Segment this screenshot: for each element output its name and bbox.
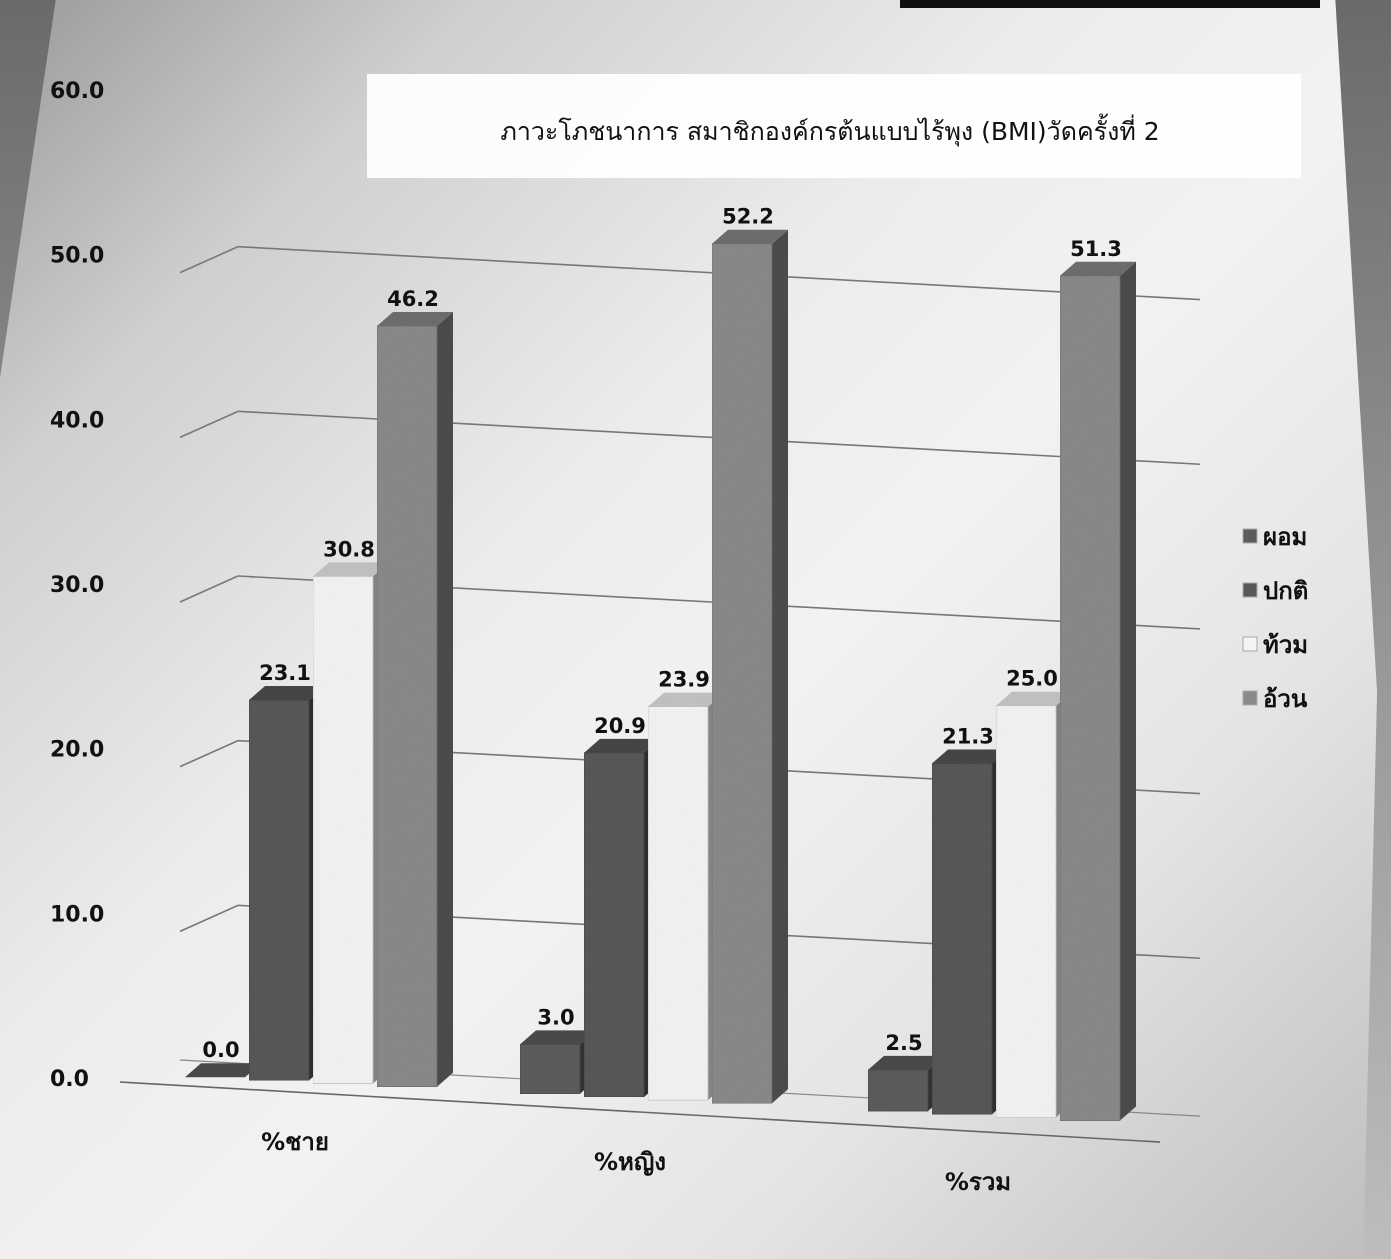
bar-side — [772, 229, 788, 1104]
bar-top — [712, 229, 788, 244]
gridline-depth — [179, 904, 239, 933]
chart-title: ภาวะโภชนาการ สมาชิกองค์กรต้นแบบไร้พุง (B… — [500, 113, 1159, 147]
data-label: 52.2 — [722, 205, 774, 229]
gridline-depth — [179, 739, 239, 768]
data-label: 3.0 — [537, 1005, 574, 1029]
data-label: 21.3 — [942, 724, 994, 748]
gridline-depth — [179, 575, 239, 603]
bar-top — [313, 562, 389, 577]
bar-front — [867, 1069, 929, 1112]
bar-top — [377, 311, 453, 326]
data-label: 30.8 — [323, 537, 375, 561]
x-axis-baseline — [119, 1081, 1161, 1143]
bar-front — [583, 752, 645, 1098]
bar-top — [648, 692, 724, 707]
y-tick-label: 50.0 — [50, 244, 104, 269]
bar-top — [996, 691, 1072, 706]
bar — [376, 311, 453, 1088]
data-label: 2.5 — [885, 1031, 922, 1055]
legend-label: ปกติ — [1263, 577, 1308, 605]
bars — [185, 229, 1136, 1121]
category-label: %ชาย — [261, 1128, 329, 1156]
data-labels: 0.0 23.1 30.8 46.2 3.0 20.9 23.9 52.2 2.5 21.3 25.… — [202, 205, 1122, 1062]
y-tick-label: 10.0 — [50, 902, 104, 927]
bar-front — [995, 705, 1057, 1118]
y-tick-labels: 0.0 10.0 20.0 30.0 40.0 50.0 60.0 — [50, 79, 104, 1092]
bar — [711, 229, 788, 1104]
bar-front — [248, 699, 310, 1081]
top-black-stripe — [900, 0, 1320, 8]
y-tick-label: 30.0 — [50, 573, 104, 598]
legend-label: ท้วม — [1263, 631, 1308, 659]
gridline-depth — [179, 245, 239, 274]
bar-side — [1120, 261, 1136, 1121]
legend-swatch — [1242, 690, 1258, 706]
y-tick-label: 20.0 — [50, 738, 104, 763]
legend-swatch — [1242, 528, 1258, 544]
bar-side — [437, 311, 453, 1087]
chart-title-box: ภาวะโภชนาการ สมาชิกองค์กรต้นแบบไร้พุง (B… — [367, 74, 1301, 178]
category-label: %รวม — [945, 1168, 1011, 1196]
bar — [185, 1063, 261, 1078]
bar-top — [249, 686, 325, 701]
bar-front — [312, 575, 374, 1084]
bar-front — [1059, 275, 1121, 1121]
data-label: 46.2 — [387, 287, 439, 311]
bar — [1059, 261, 1136, 1121]
legend-label: อ้วน — [1263, 685, 1308, 713]
legend-swatch — [1242, 636, 1258, 652]
bar-top — [520, 1030, 596, 1045]
bar-top — [868, 1055, 944, 1070]
bar-top — [584, 738, 660, 753]
bar-top — [932, 749, 1008, 764]
gridline-depth — [179, 410, 239, 439]
data-label: 20.9 — [594, 714, 646, 738]
bar-front — [711, 243, 773, 1104]
legend-swatch — [1242, 582, 1258, 598]
bar-top — [1060, 261, 1136, 276]
data-label: 51.3 — [1070, 237, 1122, 261]
y-tick-label: 40.0 — [50, 408, 104, 433]
data-label: 25.0 — [1006, 667, 1058, 691]
bar-top — [185, 1063, 261, 1078]
legend-label: ผอม — [1263, 523, 1307, 551]
bar-front — [519, 1044, 581, 1095]
category-labels: %ชาย %หญิง %รวม — [261, 1128, 1011, 1196]
title-box-background — [367, 74, 1301, 178]
y-tick-label: 0.0 — [50, 1067, 89, 1092]
data-label: 23.9 — [658, 668, 710, 692]
y-tick-label: 60.0 — [50, 79, 104, 104]
bar-front — [647, 706, 709, 1101]
bar-front — [376, 325, 438, 1088]
data-label: 0.0 — [202, 1038, 239, 1062]
category-label: %หญิง — [594, 1148, 666, 1176]
data-label: 23.1 — [259, 661, 311, 685]
bar-front — [931, 763, 993, 1115]
